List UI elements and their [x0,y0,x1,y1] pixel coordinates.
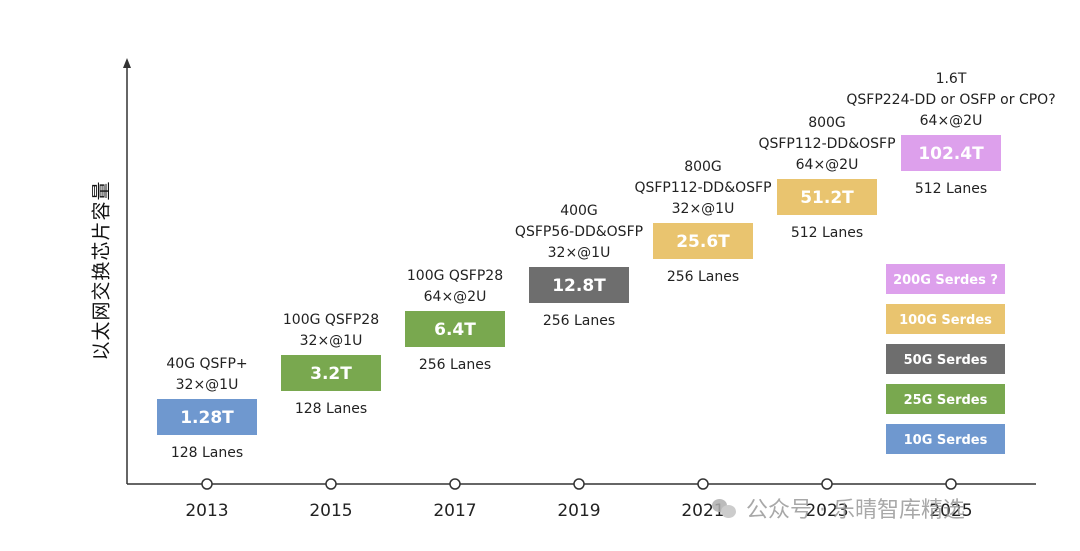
port-label-line: 32×@1U [176,377,239,393]
x-tick-label: 2013 [185,501,228,521]
x-tick-label: 2019 [557,501,600,521]
port-label-line: 100G QSFP28 [407,268,503,284]
port-label-line: 32×@1U [300,333,363,349]
legend-label: 10G Serdes [904,433,988,448]
capacity-label: 25.6T [676,232,730,252]
x-tick-marker [449,478,461,490]
y-axis-label: 以太网交换芯片容量 [90,179,113,361]
port-label-line: QSFP112-DD&OSFP [634,180,771,196]
lanes-label: 256 Lanes [667,269,739,285]
capacity-label: 51.2T [800,188,854,208]
lanes-label: 512 Lanes [791,225,863,241]
capacity-box [777,179,877,215]
capacity-label: 102.4T [918,144,984,164]
port-label-line: QSFP224-DD or OSFP or CPO? [846,92,1055,108]
wechat-icon [712,497,738,519]
capacity-label: 1.28T [180,408,234,428]
x-tick-marker [201,478,213,490]
legend-label: 25G Serdes [904,393,988,408]
legend-label: 200G Serdes ? [893,273,998,288]
capacity-box [653,223,753,259]
port-label-line: 1.6T [936,71,967,87]
x-tick-marker [945,478,957,490]
watermark: 公众号 · 乐晴智库精选 [712,490,965,526]
legend-swatch [886,344,1005,374]
port-label-line: 32×@1U [548,245,611,261]
x-tick-label: 2017 [433,501,476,521]
port-label-line: QSFP56-DD&OSFP [515,224,643,240]
capacity-box [281,355,381,391]
x-tick-label: 2015 [309,501,352,521]
port-label-line: 64×@2U [796,157,859,173]
watermark-text: 公众号 · 乐晴智库精选 [746,498,965,523]
legend-swatch [886,424,1005,454]
capacity-box [157,399,257,435]
x-tick-marker [325,478,337,490]
x-tick-marker [821,478,833,490]
port-label-line: 800G [808,115,846,131]
lanes-label: 256 Lanes [543,313,615,329]
legend-swatch [886,264,1005,294]
legend-swatch [886,384,1005,414]
port-label-line: QSFP112-DD&OSFP [758,136,895,152]
x-tick-marker [573,478,585,490]
lanes-label: 256 Lanes [419,357,491,373]
lanes-label: 512 Lanes [915,181,987,197]
x-tick-label: 2023 [805,501,848,521]
port-label-line: 400G [560,203,598,219]
y-axis-arrow [123,58,131,68]
legend-label: 50G Serdes [904,353,988,368]
port-label-line: 64×@2U [920,113,983,129]
capacity-label: 12.8T [552,276,606,296]
capacity-box [901,135,1001,171]
port-label-line: 32×@1U [672,201,735,217]
capacity-box [405,311,505,347]
port-label-line: 100G QSFP28 [283,312,379,328]
x-tick-label: 2025 [929,501,972,521]
legend-label: 100G Serdes [899,313,992,328]
lanes-label: 128 Lanes [171,445,243,461]
x-tick-marker [697,478,709,490]
port-label-line: 40G QSFP+ [166,356,247,372]
port-label-line: 64×@2U [424,289,487,305]
capacity-box [529,267,629,303]
capacity-label: 3.2T [310,364,352,384]
capacity-label: 6.4T [434,320,476,340]
lanes-label: 128 Lanes [295,401,367,417]
legend-swatch [886,304,1005,334]
port-label-line: 800G [684,159,722,175]
